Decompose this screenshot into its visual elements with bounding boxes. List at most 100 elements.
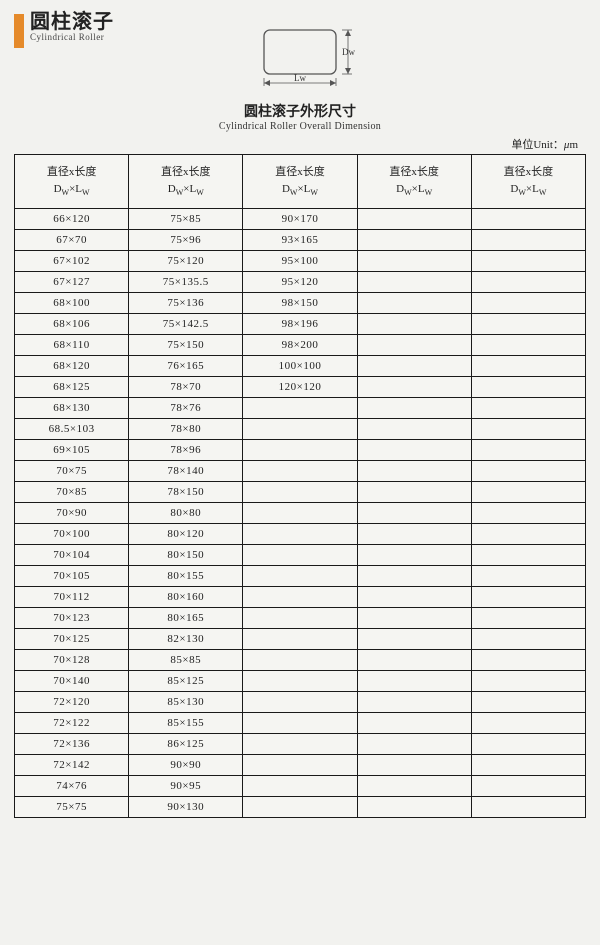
table-cell: 72×142 xyxy=(15,755,129,776)
table-row: 70×9080×80 xyxy=(15,503,586,524)
table-cell: 80×160 xyxy=(129,587,243,608)
table-row: 70×11280×160 xyxy=(15,587,586,608)
table-row: 68×13078×76 xyxy=(15,398,586,419)
table-cell: 78×140 xyxy=(129,461,243,482)
header-line2: DW×LW xyxy=(129,181,242,199)
table-cell: 85×130 xyxy=(129,692,243,713)
unit-row: 单位Unit：μm xyxy=(14,136,586,152)
table-cell: 85×155 xyxy=(129,713,243,734)
table-cell: 98×200 xyxy=(243,335,357,356)
table-header-row: 直径x长度DW×LW直径x长度DW×LW直径x长度DW×LW直径x长度DW×LW… xyxy=(15,155,586,209)
header-line2: DW×LW xyxy=(358,181,471,199)
table-cell xyxy=(243,587,357,608)
table-cell: 80×165 xyxy=(129,608,243,629)
table-cell xyxy=(357,587,471,608)
table-cell xyxy=(243,461,357,482)
table-cell: 95×120 xyxy=(243,272,357,293)
table-row: 67×12775×135.595×120 xyxy=(15,272,586,293)
table-cell xyxy=(357,608,471,629)
table-cell xyxy=(471,461,585,482)
table-cell: 68×110 xyxy=(15,335,129,356)
table-cell: 75×120 xyxy=(129,251,243,272)
title-block: 圆柱滚子 Cylindrical Roller xyxy=(30,12,114,42)
column-header: 直径x长度DW×LW xyxy=(15,155,129,209)
table-row: 72×12285×155 xyxy=(15,713,586,734)
table-cell xyxy=(243,797,357,818)
table-cell: 70×140 xyxy=(15,671,129,692)
table-cell: 120×120 xyxy=(243,377,357,398)
table-cell: 78×76 xyxy=(129,398,243,419)
table-body: 66×12075×8590×17067×7075×9693×16567×1027… xyxy=(15,209,586,818)
table-row: 70×12582×130 xyxy=(15,629,586,650)
header-line2: DW×LW xyxy=(15,181,128,199)
header-line1: 直径x长度 xyxy=(129,164,242,181)
title-en: Cylindrical Roller xyxy=(30,33,114,42)
table-row: 74×7690×95 xyxy=(15,776,586,797)
table-cell xyxy=(471,776,585,797)
table-cell: 70×112 xyxy=(15,587,129,608)
table-cell: 80×80 xyxy=(129,503,243,524)
table-cell xyxy=(357,461,471,482)
table-cell xyxy=(357,209,471,230)
table-cell: 68×100 xyxy=(15,293,129,314)
table-cell: 90×170 xyxy=(243,209,357,230)
table-cell: 98×150 xyxy=(243,293,357,314)
table-cell xyxy=(243,629,357,650)
table-cell xyxy=(243,545,357,566)
table-cell: 85×85 xyxy=(129,650,243,671)
table-cell xyxy=(471,377,585,398)
table-cell xyxy=(357,419,471,440)
table-cell xyxy=(471,398,585,419)
table-cell xyxy=(471,482,585,503)
column-header: 直径x长度DW×LW xyxy=(471,155,585,209)
table-cell xyxy=(471,209,585,230)
table-row: 68×10075×13698×150 xyxy=(15,293,586,314)
table-cell xyxy=(357,356,471,377)
table-cell: 93×165 xyxy=(243,230,357,251)
table-cell xyxy=(357,314,471,335)
table-cell: 69×105 xyxy=(15,440,129,461)
table-cell: 75×136 xyxy=(129,293,243,314)
table-cell: 78×80 xyxy=(129,419,243,440)
table-cell: 66×120 xyxy=(15,209,129,230)
table-cell: 70×100 xyxy=(15,524,129,545)
column-header: 直径x长度DW×LW xyxy=(357,155,471,209)
table-row: 68×11075×15098×200 xyxy=(15,335,586,356)
table-cell xyxy=(243,524,357,545)
subtitle-en: Cylindrical Roller Overall Dimension xyxy=(14,121,586,132)
table-cell: 72×120 xyxy=(15,692,129,713)
table-cell xyxy=(471,587,585,608)
table-cell xyxy=(471,503,585,524)
table-cell: 75×75 xyxy=(15,797,129,818)
table-cell: 70×123 xyxy=(15,608,129,629)
table-cell xyxy=(471,335,585,356)
table-cell: 75×142.5 xyxy=(129,314,243,335)
header-line2: DW×LW xyxy=(472,181,585,199)
subtitle-cn: 圆柱滚子外形尺寸 xyxy=(14,101,586,121)
unit-suffix: m xyxy=(569,139,578,151)
table-cell xyxy=(471,293,585,314)
table-cell: 80×150 xyxy=(129,545,243,566)
diagram-l-label: Lw xyxy=(294,73,306,83)
table-cell: 90×95 xyxy=(129,776,243,797)
table-row: 68.5×10378×80 xyxy=(15,419,586,440)
table-row: 67×10275×12095×100 xyxy=(15,251,586,272)
table-cell xyxy=(357,713,471,734)
table-cell xyxy=(357,398,471,419)
table-cell xyxy=(357,629,471,650)
table-cell: 80×120 xyxy=(129,524,243,545)
table-cell xyxy=(471,419,585,440)
table-cell xyxy=(243,692,357,713)
table-cell: 85×125 xyxy=(129,671,243,692)
table-row: 70×8578×150 xyxy=(15,482,586,503)
table-cell xyxy=(471,566,585,587)
table-cell xyxy=(243,419,357,440)
table-cell: 72×136 xyxy=(15,734,129,755)
table-cell: 75×96 xyxy=(129,230,243,251)
table-cell xyxy=(357,734,471,755)
table-cell: 78×96 xyxy=(129,440,243,461)
table-cell xyxy=(243,398,357,419)
table-cell: 86×125 xyxy=(129,734,243,755)
diagram-d-label: Dw xyxy=(342,47,355,57)
table-row: 68×12578×70120×120 xyxy=(15,377,586,398)
